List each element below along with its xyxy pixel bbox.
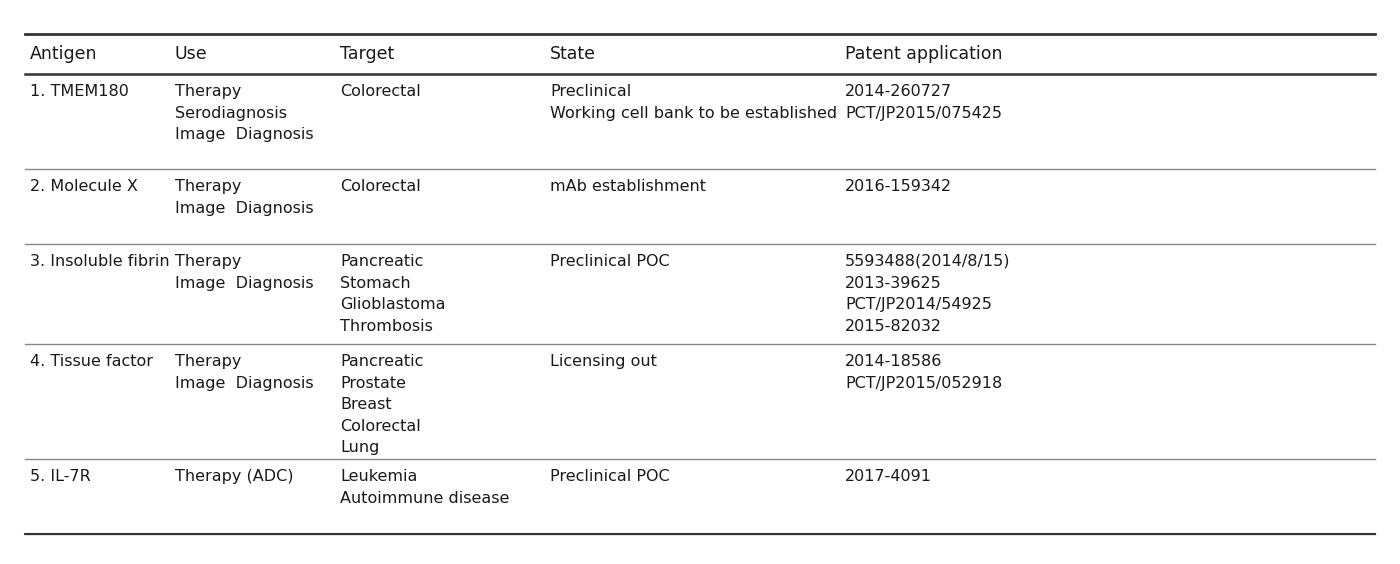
- Text: mAb establishment: mAb establishment: [550, 179, 706, 194]
- Text: 2016-159342: 2016-159342: [846, 179, 952, 194]
- Text: 3. Insoluble fibrin: 3. Insoluble fibrin: [29, 254, 169, 269]
- Text: 5. IL-7R: 5. IL-7R: [29, 469, 91, 484]
- Text: Therapy
Image  Diagnosis: Therapy Image Diagnosis: [175, 354, 314, 391]
- Text: Use: Use: [175, 45, 207, 63]
- Text: Licensing out: Licensing out: [550, 354, 657, 369]
- Text: Therapy
Image  Diagnosis: Therapy Image Diagnosis: [175, 179, 314, 215]
- Text: Preclinical POC: Preclinical POC: [550, 469, 669, 484]
- Text: 1. TMEM180: 1. TMEM180: [29, 84, 129, 99]
- Text: Pancreatic
Stomach
Glioblastoma
Thrombosis: Pancreatic Stomach Glioblastoma Thrombos…: [340, 254, 445, 334]
- Text: Antigen: Antigen: [29, 45, 98, 63]
- Text: 4. Tissue factor: 4. Tissue factor: [29, 354, 153, 369]
- Text: Pancreatic
Prostate
Breast
Colorectal
Lung: Pancreatic Prostate Breast Colorectal Lu…: [340, 354, 423, 455]
- Text: 5593488(2014/8/15)
2013-39625
PCT/JP2014/54925
2015-82032: 5593488(2014/8/15) 2013-39625 PCT/JP2014…: [846, 254, 1011, 334]
- Text: Colorectal: Colorectal: [340, 179, 421, 194]
- Text: Preclinical
Working cell bank to be established: Preclinical Working cell bank to be esta…: [550, 84, 837, 121]
- Text: Patent application: Patent application: [846, 45, 1002, 63]
- Text: Preclinical POC: Preclinical POC: [550, 254, 669, 269]
- Text: 2017-4091: 2017-4091: [846, 469, 932, 484]
- Text: 2014-260727
PCT/JP2015/075425: 2014-260727 PCT/JP2015/075425: [846, 84, 1002, 121]
- Text: State: State: [550, 45, 596, 63]
- Text: Therapy (ADC): Therapy (ADC): [175, 469, 294, 484]
- Text: Leukemia
Autoimmune disease: Leukemia Autoimmune disease: [340, 469, 510, 505]
- Text: 2. Molecule X: 2. Molecule X: [29, 179, 137, 194]
- Text: Therapy
Image  Diagnosis: Therapy Image Diagnosis: [175, 254, 314, 290]
- Text: 2014-18586
PCT/JP2015/052918: 2014-18586 PCT/JP2015/052918: [846, 354, 1002, 391]
- Text: Therapy
Serodiagnosis
Image  Diagnosis: Therapy Serodiagnosis Image Diagnosis: [175, 84, 314, 142]
- Text: Colorectal: Colorectal: [340, 84, 421, 99]
- Text: Target: Target: [340, 45, 395, 63]
